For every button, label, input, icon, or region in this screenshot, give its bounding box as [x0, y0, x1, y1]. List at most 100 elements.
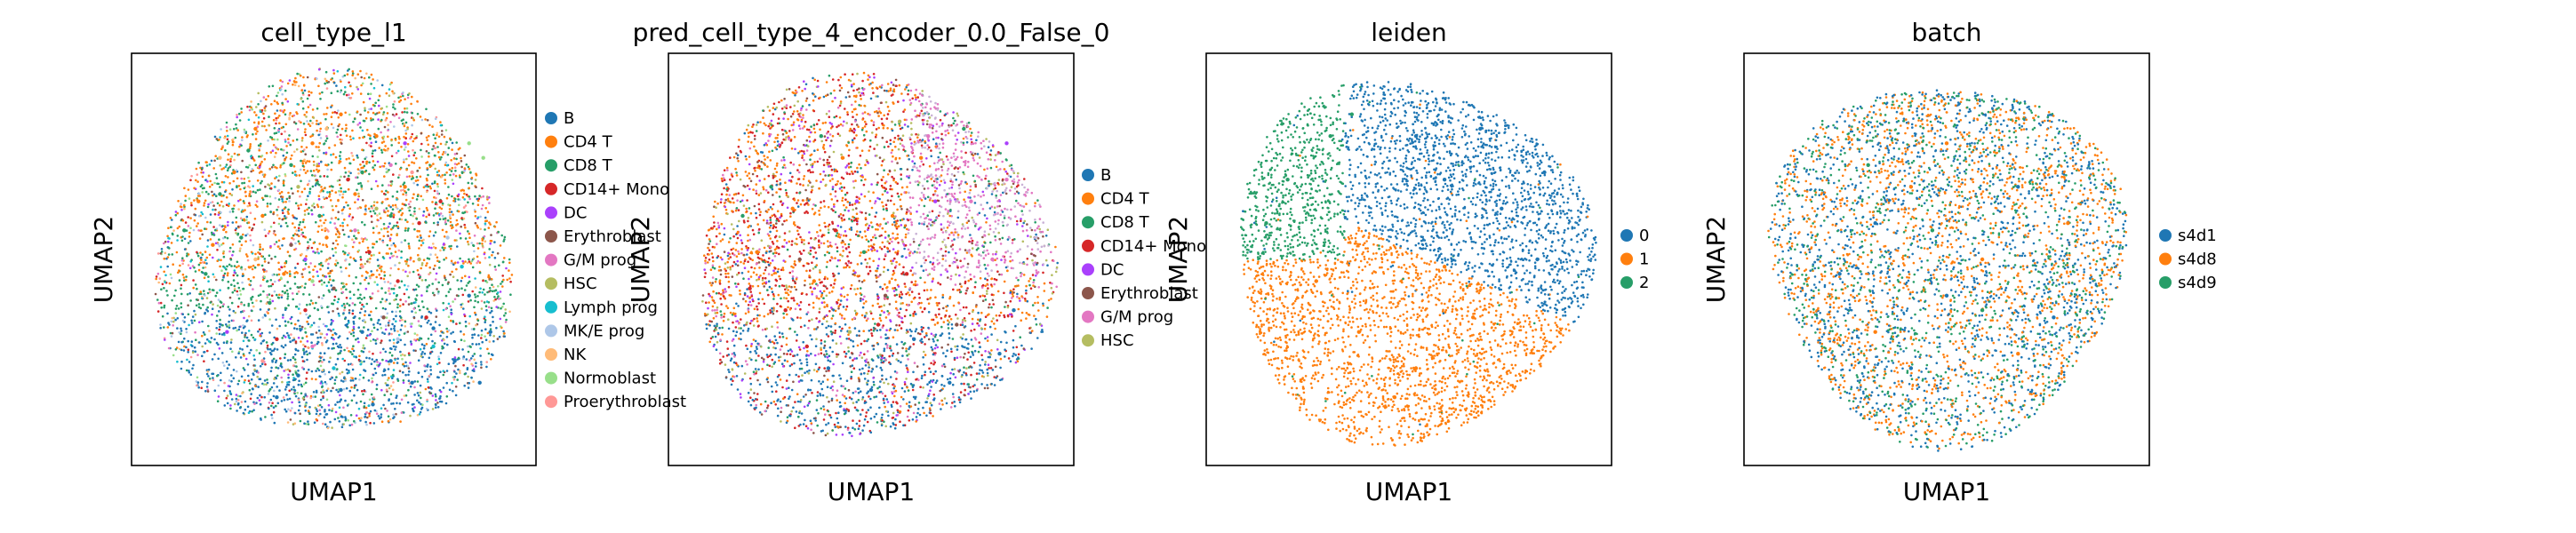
cell-point — [239, 347, 242, 350]
cell-point — [203, 331, 205, 334]
cell-point — [303, 159, 306, 162]
cell-point — [350, 97, 353, 99]
legend-label: MK/E prog — [564, 322, 644, 340]
cell-point — [191, 340, 194, 343]
cell-point — [335, 411, 338, 414]
cell-point — [408, 247, 411, 250]
cell-point — [844, 73, 846, 76]
cell-point — [489, 264, 492, 266]
data-point-g-m-prog — [388, 163, 392, 167]
cell-point — [177, 200, 180, 203]
cell-point — [458, 288, 460, 290]
cell-point — [392, 106, 395, 108]
cell-point — [346, 94, 348, 97]
cell-point — [712, 276, 715, 279]
cell-point — [985, 254, 988, 257]
cell-point — [258, 319, 260, 322]
cell-point — [392, 227, 395, 229]
legend-marker — [545, 395, 557, 408]
cell-point — [287, 359, 290, 362]
cell-point — [238, 240, 241, 243]
cell-point — [852, 172, 854, 175]
cell-point — [472, 380, 475, 383]
cell-point — [861, 149, 864, 152]
cell-point — [304, 236, 307, 239]
cell-point — [485, 338, 488, 341]
cell-point — [381, 201, 384, 203]
cell-point — [325, 325, 328, 328]
cell-point — [711, 252, 714, 255]
cell-point — [372, 118, 374, 121]
cell-point — [374, 102, 377, 105]
cell-point — [307, 195, 309, 197]
cell-point — [340, 81, 342, 84]
cell-point — [412, 260, 415, 263]
cell-point — [407, 389, 410, 392]
cell-point — [219, 329, 221, 331]
cell-point — [282, 211, 284, 214]
cell-point — [286, 290, 289, 292]
cell-point — [422, 239, 425, 242]
cell-point — [236, 398, 238, 401]
cell-point — [479, 288, 482, 290]
cell-point — [179, 226, 181, 228]
cell-point — [248, 119, 251, 122]
cell-point — [340, 134, 342, 137]
cell-point — [484, 315, 486, 318]
cell-point — [299, 243, 301, 245]
cell-point — [981, 359, 984, 362]
cell-point — [211, 160, 213, 163]
cell-point — [293, 276, 296, 279]
cell-point — [252, 185, 254, 187]
cell-point — [381, 184, 384, 187]
cell-point — [995, 196, 997, 199]
cell-point — [253, 359, 256, 362]
cell-point — [758, 261, 761, 264]
cell-point — [292, 386, 295, 388]
cell-point — [454, 153, 457, 155]
cell-point — [370, 410, 372, 413]
data-point-g-m-prog — [353, 228, 356, 232]
cell-point — [332, 279, 334, 282]
cell-point — [1004, 171, 1007, 173]
cell-point — [280, 225, 283, 227]
cell-point — [381, 420, 384, 423]
cell-point — [901, 387, 904, 390]
cell-point — [823, 96, 826, 99]
cell-point — [348, 370, 350, 372]
cell-point — [448, 362, 451, 365]
cell-point — [263, 117, 266, 120]
cell-point — [310, 170, 313, 172]
cell-point — [410, 136, 412, 139]
cell-point — [316, 155, 319, 158]
cell-point — [316, 130, 318, 132]
cell-point — [820, 140, 823, 143]
cell-point — [421, 300, 424, 303]
cell-point — [762, 329, 764, 331]
cell-point — [337, 358, 340, 361]
cell-point — [759, 384, 762, 386]
cell-point — [383, 227, 386, 230]
cell-point — [242, 288, 244, 290]
data-point-proerythroblast — [260, 359, 264, 362]
cell-point — [475, 286, 477, 289]
cell-point — [396, 256, 398, 259]
cell-point — [168, 347, 171, 350]
cell-point — [1036, 269, 1038, 272]
cell-point — [211, 337, 213, 339]
cell-point — [351, 424, 354, 426]
cell-point — [475, 365, 477, 368]
cell-point — [222, 252, 225, 255]
cell-point — [183, 204, 186, 207]
cell-point — [357, 172, 360, 175]
cell-point — [317, 85, 320, 88]
cell-point — [359, 419, 362, 422]
cell-point — [386, 388, 388, 391]
cell-point — [338, 313, 340, 315]
cell-point — [777, 134, 780, 137]
cell-point — [1036, 242, 1039, 244]
cell-point — [325, 80, 328, 83]
cell-point — [967, 280, 970, 282]
cell-point — [353, 326, 356, 329]
cell-point — [892, 401, 895, 403]
